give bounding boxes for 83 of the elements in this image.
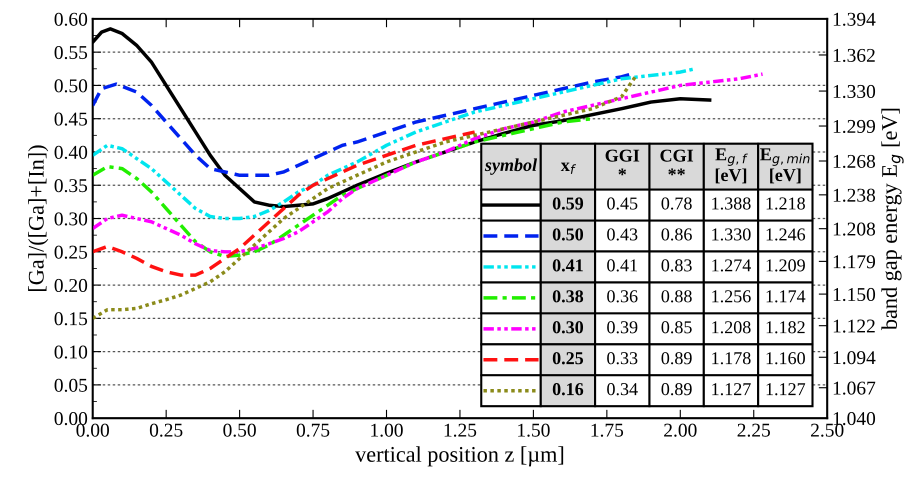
y2-tick-label: 1.179 bbox=[834, 255, 876, 268]
y-tick-label: 0.50 bbox=[54, 79, 88, 92]
x-tick-label: 1.25 bbox=[444, 424, 476, 437]
legend-title: symbol bbox=[484, 158, 538, 175]
annotation: E$_{g,f}$ [eV] bbox=[715, 148, 748, 184]
x-tick-label: 0.00 bbox=[76, 424, 109, 437]
legend-label: 0.25 bbox=[552, 352, 584, 364]
x-tick-label: 0.75 bbox=[296, 424, 330, 437]
x-tick-label: 1.50 bbox=[518, 424, 550, 437]
annotation: 0.33 bbox=[607, 352, 638, 364]
annotation: 0.89 bbox=[662, 352, 692, 364]
x-axis-title: vertical position z [µm] bbox=[355, 446, 564, 466]
y-tick-label: 0.30 bbox=[54, 212, 88, 226]
y2-tick-label: 1.238 bbox=[834, 188, 876, 202]
line-series bbox=[92, 74, 638, 320]
x-tick-label: 2.50 bbox=[811, 424, 844, 437]
y-tick-label: 0.55 bbox=[54, 46, 88, 60]
y-tick-label: 0.00 bbox=[54, 412, 88, 426]
y2-tick-label: 1.299 bbox=[834, 120, 876, 134]
annotation: 1.127 bbox=[766, 383, 806, 396]
annotation: 0.83 bbox=[662, 259, 692, 272]
legend-label: 0.59 bbox=[552, 197, 584, 210]
y-tick-label: 0.35 bbox=[54, 179, 88, 192]
y2-tick-label: 1.330 bbox=[834, 84, 876, 98]
legend-label: 0.41 bbox=[552, 259, 583, 272]
y2-tick-label: 1.362 bbox=[834, 48, 875, 62]
legend-label: 0.16 bbox=[552, 383, 584, 396]
annotation: 1.208 bbox=[712, 321, 751, 334]
annotation: 1.218 bbox=[766, 197, 805, 210]
y-axis-title: [Ga]/([Ga]+[In]) bbox=[28, 145, 48, 291]
annotation: 0.43 bbox=[607, 228, 638, 241]
annotation: 0.41 bbox=[607, 259, 637, 272]
x-tick-label: 2.25 bbox=[738, 424, 770, 437]
y-tick-label: 0.05 bbox=[54, 378, 88, 392]
annotation: 1.246 bbox=[766, 228, 806, 241]
y2-tick-label: 1.394 bbox=[834, 12, 876, 26]
annotation: 0.89 bbox=[662, 383, 692, 396]
y2-tick-label: 1.122 bbox=[834, 320, 875, 333]
y2-tick-label: 1.067 bbox=[834, 382, 876, 395]
annotation: 0.34 bbox=[607, 383, 638, 396]
annotation: 0.36 bbox=[607, 290, 638, 302]
annotation: CGI ** bbox=[660, 150, 694, 176]
x-tick-label: 1.00 bbox=[371, 424, 403, 437]
y2-tick-label: 1.150 bbox=[834, 288, 876, 302]
annotation: 1.127 bbox=[712, 383, 751, 396]
annotation: 1.174 bbox=[766, 290, 806, 302]
y2-tick-label: 1.208 bbox=[834, 222, 876, 236]
y-tick-label: 0.15 bbox=[54, 312, 88, 326]
annotation: 0.39 bbox=[607, 321, 638, 334]
y-tick-label: 0.20 bbox=[54, 278, 88, 292]
y-tick-label: 0.60 bbox=[54, 12, 88, 26]
annotation: 1.274 bbox=[712, 259, 752, 272]
annotation: 0.85 bbox=[662, 321, 692, 334]
legend-label: 0.38 bbox=[552, 290, 584, 302]
annotation: 1.330 bbox=[712, 228, 751, 241]
annotation: 1.178 bbox=[712, 352, 751, 364]
y2-tick-label: 1.094 bbox=[834, 351, 876, 364]
y-tick-label: 0.45 bbox=[54, 112, 88, 126]
annotation: 0.45 bbox=[607, 197, 638, 210]
annotation: GGI * bbox=[606, 150, 640, 176]
x-tick-label: 1.75 bbox=[592, 424, 624, 437]
y2-axis-title: band gap energy E$_{g}$ [eV] bbox=[881, 108, 904, 330]
legend-label: 0.50 bbox=[552, 228, 584, 241]
y2-tick-label: 1.040 bbox=[834, 412, 876, 426]
y-tick-label: 0.10 bbox=[54, 345, 88, 359]
y-tick-label: 0.25 bbox=[54, 246, 88, 259]
y2-tick-label: 1.268 bbox=[834, 154, 876, 168]
annotation: 1.209 bbox=[766, 259, 805, 272]
legend-label: 0.30 bbox=[552, 321, 584, 334]
annotation: 1.160 bbox=[766, 352, 805, 364]
annotation: E$_{g,min}$ [eV] bbox=[760, 148, 810, 184]
annotation: 1.256 bbox=[712, 290, 751, 302]
annotation: x$_{f}$ bbox=[560, 162, 576, 174]
x-tick-label: 2.00 bbox=[664, 424, 697, 437]
annotation: 1.388 bbox=[712, 197, 751, 210]
annotation: 0.78 bbox=[662, 197, 692, 210]
x-tick-label: 0.50 bbox=[223, 424, 256, 437]
annotation: 0.86 bbox=[662, 228, 692, 241]
annotation: 0.88 bbox=[662, 290, 692, 302]
line-series bbox=[92, 130, 476, 277]
annotation: 1.182 bbox=[766, 321, 805, 334]
x-tick-label: 0.25 bbox=[150, 424, 182, 437]
y-tick-label: 0.40 bbox=[54, 146, 88, 159]
